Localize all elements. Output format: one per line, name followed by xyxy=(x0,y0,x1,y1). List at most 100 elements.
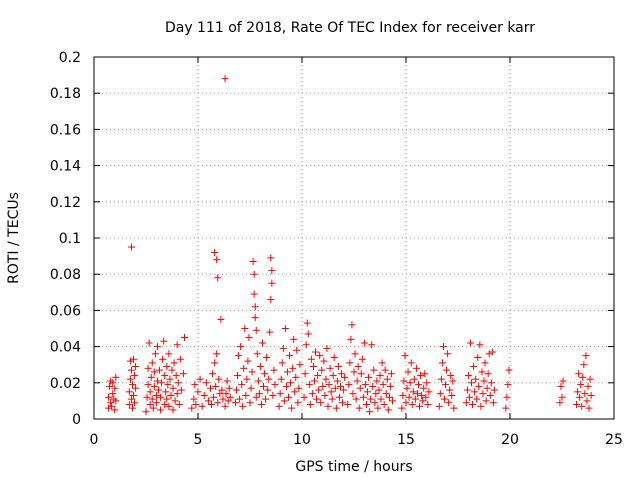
data-point xyxy=(449,377,457,385)
data-point xyxy=(173,341,181,349)
data-point xyxy=(231,399,239,407)
data-point xyxy=(226,393,234,401)
data-point xyxy=(251,314,259,322)
data-point xyxy=(584,382,592,390)
data-point xyxy=(131,399,139,407)
data-point xyxy=(271,381,279,389)
data-point xyxy=(170,359,178,367)
data-point xyxy=(176,355,184,363)
data-point xyxy=(248,368,256,376)
data-point xyxy=(126,375,134,383)
data-point xyxy=(557,382,565,390)
data-point xyxy=(212,382,220,390)
data-point xyxy=(150,368,158,376)
axis-ticks: 0 5 10 15 20 25 0 0.02 0.04 0.06 0.08 0.1 0.12 0.14 0.… xyxy=(50,50,623,448)
data-point xyxy=(377,395,385,403)
data-point xyxy=(410,375,418,383)
data-point xyxy=(269,391,277,399)
data-point xyxy=(323,344,331,352)
data-point xyxy=(144,381,152,389)
data-point xyxy=(360,339,368,347)
data-point xyxy=(318,366,326,374)
data-point xyxy=(502,404,510,412)
data-point xyxy=(448,391,456,399)
data-point xyxy=(466,339,474,347)
data-point xyxy=(296,361,304,369)
data-point xyxy=(423,379,431,387)
data-point xyxy=(310,377,318,385)
data-point xyxy=(242,391,250,399)
data-point xyxy=(307,355,315,363)
data-point xyxy=(105,404,113,412)
data-point xyxy=(327,388,335,396)
data-point xyxy=(411,395,419,403)
data-point xyxy=(159,355,167,363)
data-point xyxy=(245,334,253,342)
data-point xyxy=(204,397,212,405)
data-point xyxy=(414,381,422,389)
data-point xyxy=(489,399,497,407)
data-point xyxy=(173,390,181,398)
data-point xyxy=(162,388,170,396)
data-point xyxy=(217,315,225,323)
data-point xyxy=(338,370,346,378)
data-point xyxy=(263,353,271,361)
data-point xyxy=(413,390,421,398)
data-point xyxy=(406,379,414,387)
data-point xyxy=(192,401,200,409)
data-point xyxy=(402,399,410,407)
data-point xyxy=(380,401,388,409)
data-point xyxy=(218,386,226,394)
data-point xyxy=(157,393,165,401)
data-point xyxy=(336,382,344,390)
data-point xyxy=(214,274,222,282)
data-point xyxy=(208,401,216,409)
data-point xyxy=(359,393,367,401)
data-point xyxy=(147,373,155,381)
data-point xyxy=(236,395,244,403)
data-point xyxy=(450,404,458,412)
x-tick-label: 20 xyxy=(501,432,519,448)
data-point xyxy=(282,382,290,390)
data-point xyxy=(446,386,454,394)
data-point xyxy=(293,346,301,354)
data-point xyxy=(237,343,245,351)
data-point xyxy=(165,402,173,410)
data-point xyxy=(301,370,309,378)
x-tick-label: 10 xyxy=(293,432,311,448)
y-tick-label: 0.02 xyxy=(50,376,81,392)
data-point xyxy=(468,379,476,387)
data-point xyxy=(355,404,363,412)
data-point xyxy=(440,395,448,403)
data-point xyxy=(462,399,470,407)
data-point xyxy=(332,404,340,412)
data-point xyxy=(419,397,427,405)
data-point xyxy=(168,366,176,374)
data-point xyxy=(268,267,276,275)
data-point xyxy=(268,279,276,287)
data-point xyxy=(556,399,564,407)
x-axis-label: GPS time / hours xyxy=(295,459,412,475)
data-point xyxy=(275,402,283,410)
data-point xyxy=(223,377,231,385)
data-point xyxy=(445,399,453,407)
x-tick-label: 5 xyxy=(194,432,203,448)
data-point xyxy=(258,339,266,347)
data-point xyxy=(368,341,376,349)
data-point xyxy=(354,363,362,371)
data-point xyxy=(221,75,229,83)
data-point xyxy=(407,359,415,367)
data-point xyxy=(308,390,316,398)
data-point xyxy=(576,393,584,401)
data-point xyxy=(180,334,188,342)
data-point xyxy=(321,391,329,399)
data-point xyxy=(425,388,433,396)
plot-frame xyxy=(93,56,615,420)
data-point xyxy=(330,353,338,361)
data-point xyxy=(243,375,251,383)
data-point xyxy=(262,395,270,403)
data-point xyxy=(350,368,358,376)
data-point xyxy=(503,393,511,401)
y-tick-label: 0.2 xyxy=(59,50,81,66)
data-point xyxy=(300,393,308,401)
